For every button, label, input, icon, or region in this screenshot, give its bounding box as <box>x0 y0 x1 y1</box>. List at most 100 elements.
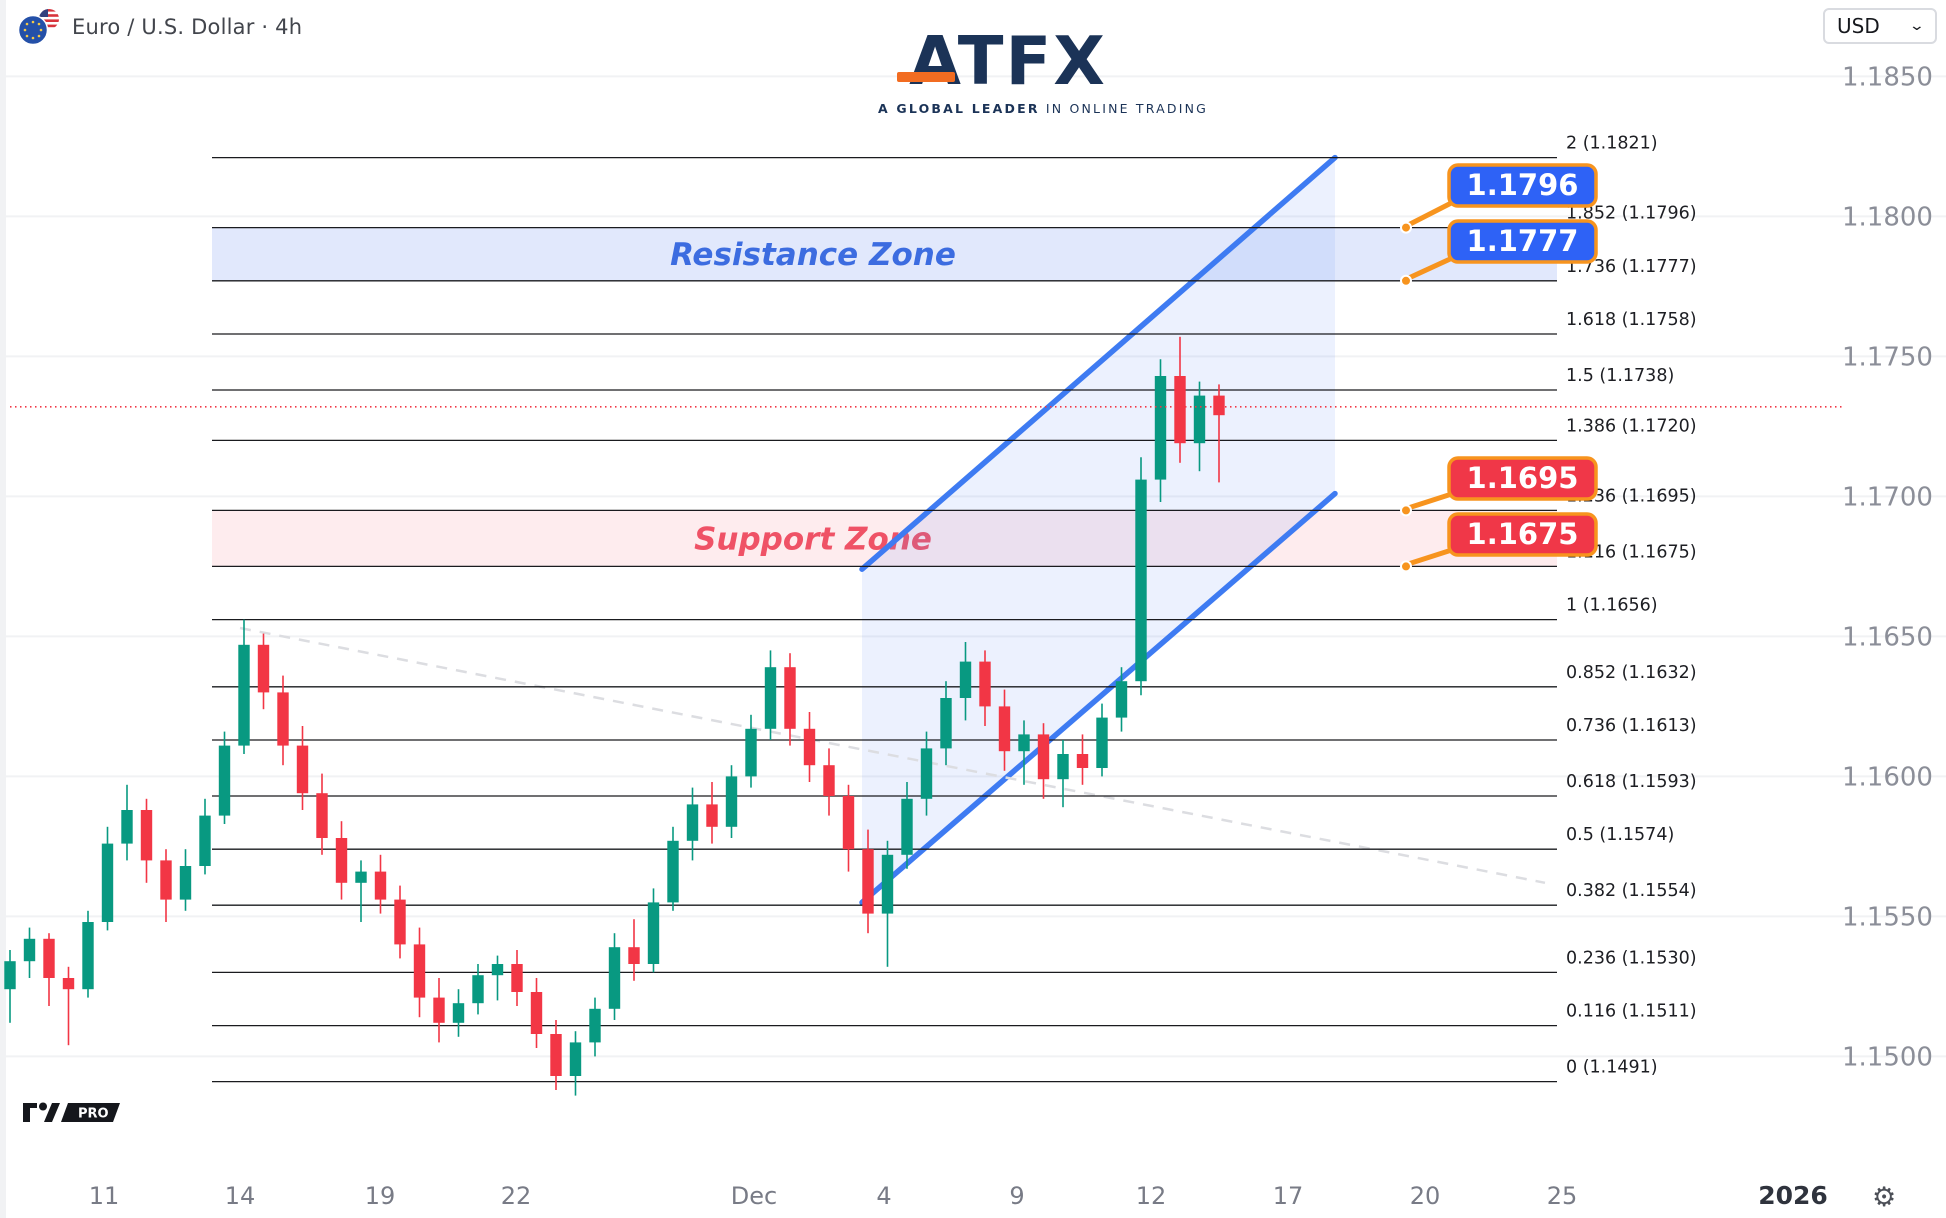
price-axis-label: 1.1650 <box>1842 622 1933 652</box>
candle-body <box>43 938 55 978</box>
callout-anchor-dot <box>1400 560 1412 573</box>
candle-body <box>472 975 484 1004</box>
price-axis-label: 1.1750 <box>1842 342 1933 372</box>
price-axis-label: 1.1500 <box>1842 1042 1933 1072</box>
callout-anchor-dot <box>1400 504 1412 517</box>
candle <box>1193 381 1206 472</box>
candle-body <box>1076 754 1089 768</box>
candle-body <box>452 1003 465 1023</box>
candle-body <box>803 728 816 766</box>
candle <box>491 955 504 1001</box>
price-axis-label: 1.1800 <box>1842 202 1933 232</box>
date-axis-label: 9 <box>1009 1182 1024 1210</box>
price-axis-label: 1.1600 <box>1842 762 1933 792</box>
candle <box>433 978 445 1043</box>
fib-label: 1.5 (1.1738) <box>1566 366 1674 386</box>
candle-body <box>550 1034 562 1076</box>
price-axis[interactable]: 1.1850 1.1800 1.1750 1.1700 1.1650 1.1600 1.15… <box>1842 62 1933 1072</box>
candle-body <box>647 902 660 964</box>
candle <box>413 927 426 1018</box>
price-callout-1.1675[interactable]: 1.1675 <box>1400 512 1598 573</box>
candle <box>218 731 231 824</box>
candle-body <box>1057 754 1069 780</box>
fib-label: 0.852 (1.1632) <box>1566 663 1697 683</box>
candle <box>335 821 348 900</box>
date-axis-label: 2026 <box>1758 1181 1828 1210</box>
candle <box>784 653 796 746</box>
callout-box <box>1447 163 1598 208</box>
candle <box>862 829 874 934</box>
candle-body <box>745 728 757 777</box>
candle <box>121 784 133 861</box>
date-axis-label: 4 <box>876 1182 891 1210</box>
price-callout-1.1796[interactable]: 1.1796 <box>1400 163 1598 234</box>
fib-label: 2 (1.1821) <box>1566 134 1658 154</box>
candle <box>160 849 172 922</box>
support-zone-band <box>212 510 1557 567</box>
tradingview-pro-logo[interactable]: PRO <box>22 1100 132 1130</box>
candle <box>979 650 991 726</box>
candle-body <box>1154 376 1167 480</box>
ascending-channel <box>859 154 1338 906</box>
price-callout-1.1777[interactable]: 1.1777 <box>1400 219 1598 287</box>
candle-body <box>706 804 718 827</box>
chevron-down-icon: ⌄ <box>1908 18 1926 34</box>
candle-body <box>121 810 133 844</box>
candle <box>608 933 621 1020</box>
candle <box>43 933 55 1006</box>
candle-body <box>784 667 796 729</box>
pro-badge <box>61 1103 120 1122</box>
candle <box>1174 336 1186 463</box>
candle <box>920 731 933 816</box>
candle <box>823 748 835 816</box>
candle <box>901 782 913 869</box>
price-callout-1.1695[interactable]: 1.1695 <box>1400 456 1598 517</box>
date-axis-label: 19 <box>365 1182 396 1210</box>
candle-body <box>1135 479 1147 682</box>
candle-body <box>140 810 153 861</box>
candle-body <box>316 793 328 838</box>
date-axis[interactable]: 11 14 19 22 Dec 4 9 12 17 20 25 2026 <box>89 1181 1828 1210</box>
atfx-orange-bar <box>897 72 956 82</box>
callout-box <box>1447 219 1598 264</box>
candle-body <box>667 840 679 903</box>
candle <box>1096 703 1108 777</box>
atfx-logo: ATFX A GLOBAL LEADER IN ONLINE TRADING <box>878 28 1206 117</box>
currency-pair-flags <box>18 8 62 46</box>
candle-body <box>569 1042 582 1076</box>
candle-body <box>355 871 367 883</box>
date-axis-label: 12 <box>1136 1182 1167 1210</box>
candle-body <box>764 667 777 729</box>
left-pane-divider <box>0 0 6 1218</box>
candle-body <box>686 804 699 841</box>
candle <box>803 712 816 782</box>
candlestick-series <box>4 336 1225 1096</box>
candle-body <box>862 849 874 914</box>
candle-body <box>511 964 523 992</box>
date-axis-label: 14 <box>225 1182 256 1210</box>
candle <box>23 927 36 978</box>
fib-label: 0.382 (1.1554) <box>1566 881 1697 901</box>
fib-label: 0.236 (1.1530) <box>1566 948 1697 968</box>
price-axis-label: 1.1700 <box>1842 482 1933 512</box>
candle-body <box>277 692 289 746</box>
candle <box>452 989 465 1037</box>
candle <box>199 798 211 875</box>
candle <box>511 950 523 1006</box>
tv-glyph-l <box>23 1103 37 1122</box>
resistance-zone-band <box>212 227 1557 281</box>
descending-dashed-trendline <box>239 626 1546 885</box>
date-axis-label: Dec <box>731 1182 777 1210</box>
settings-gear-icon[interactable]: ⚙ <box>1872 1182 1897 1213</box>
currency-dropdown[interactable]: USD ⌄ <box>1823 8 1937 44</box>
candle <box>628 919 640 981</box>
candle <box>472 964 484 1015</box>
candle-body <box>1115 681 1128 718</box>
candle-body <box>4 961 16 990</box>
date-axis-label: 25 <box>1547 1182 1578 1210</box>
symbol-title[interactable]: Euro / U.S. Dollar · 4h <box>72 15 303 39</box>
callout-box <box>1447 512 1598 557</box>
candle <box>374 854 387 914</box>
